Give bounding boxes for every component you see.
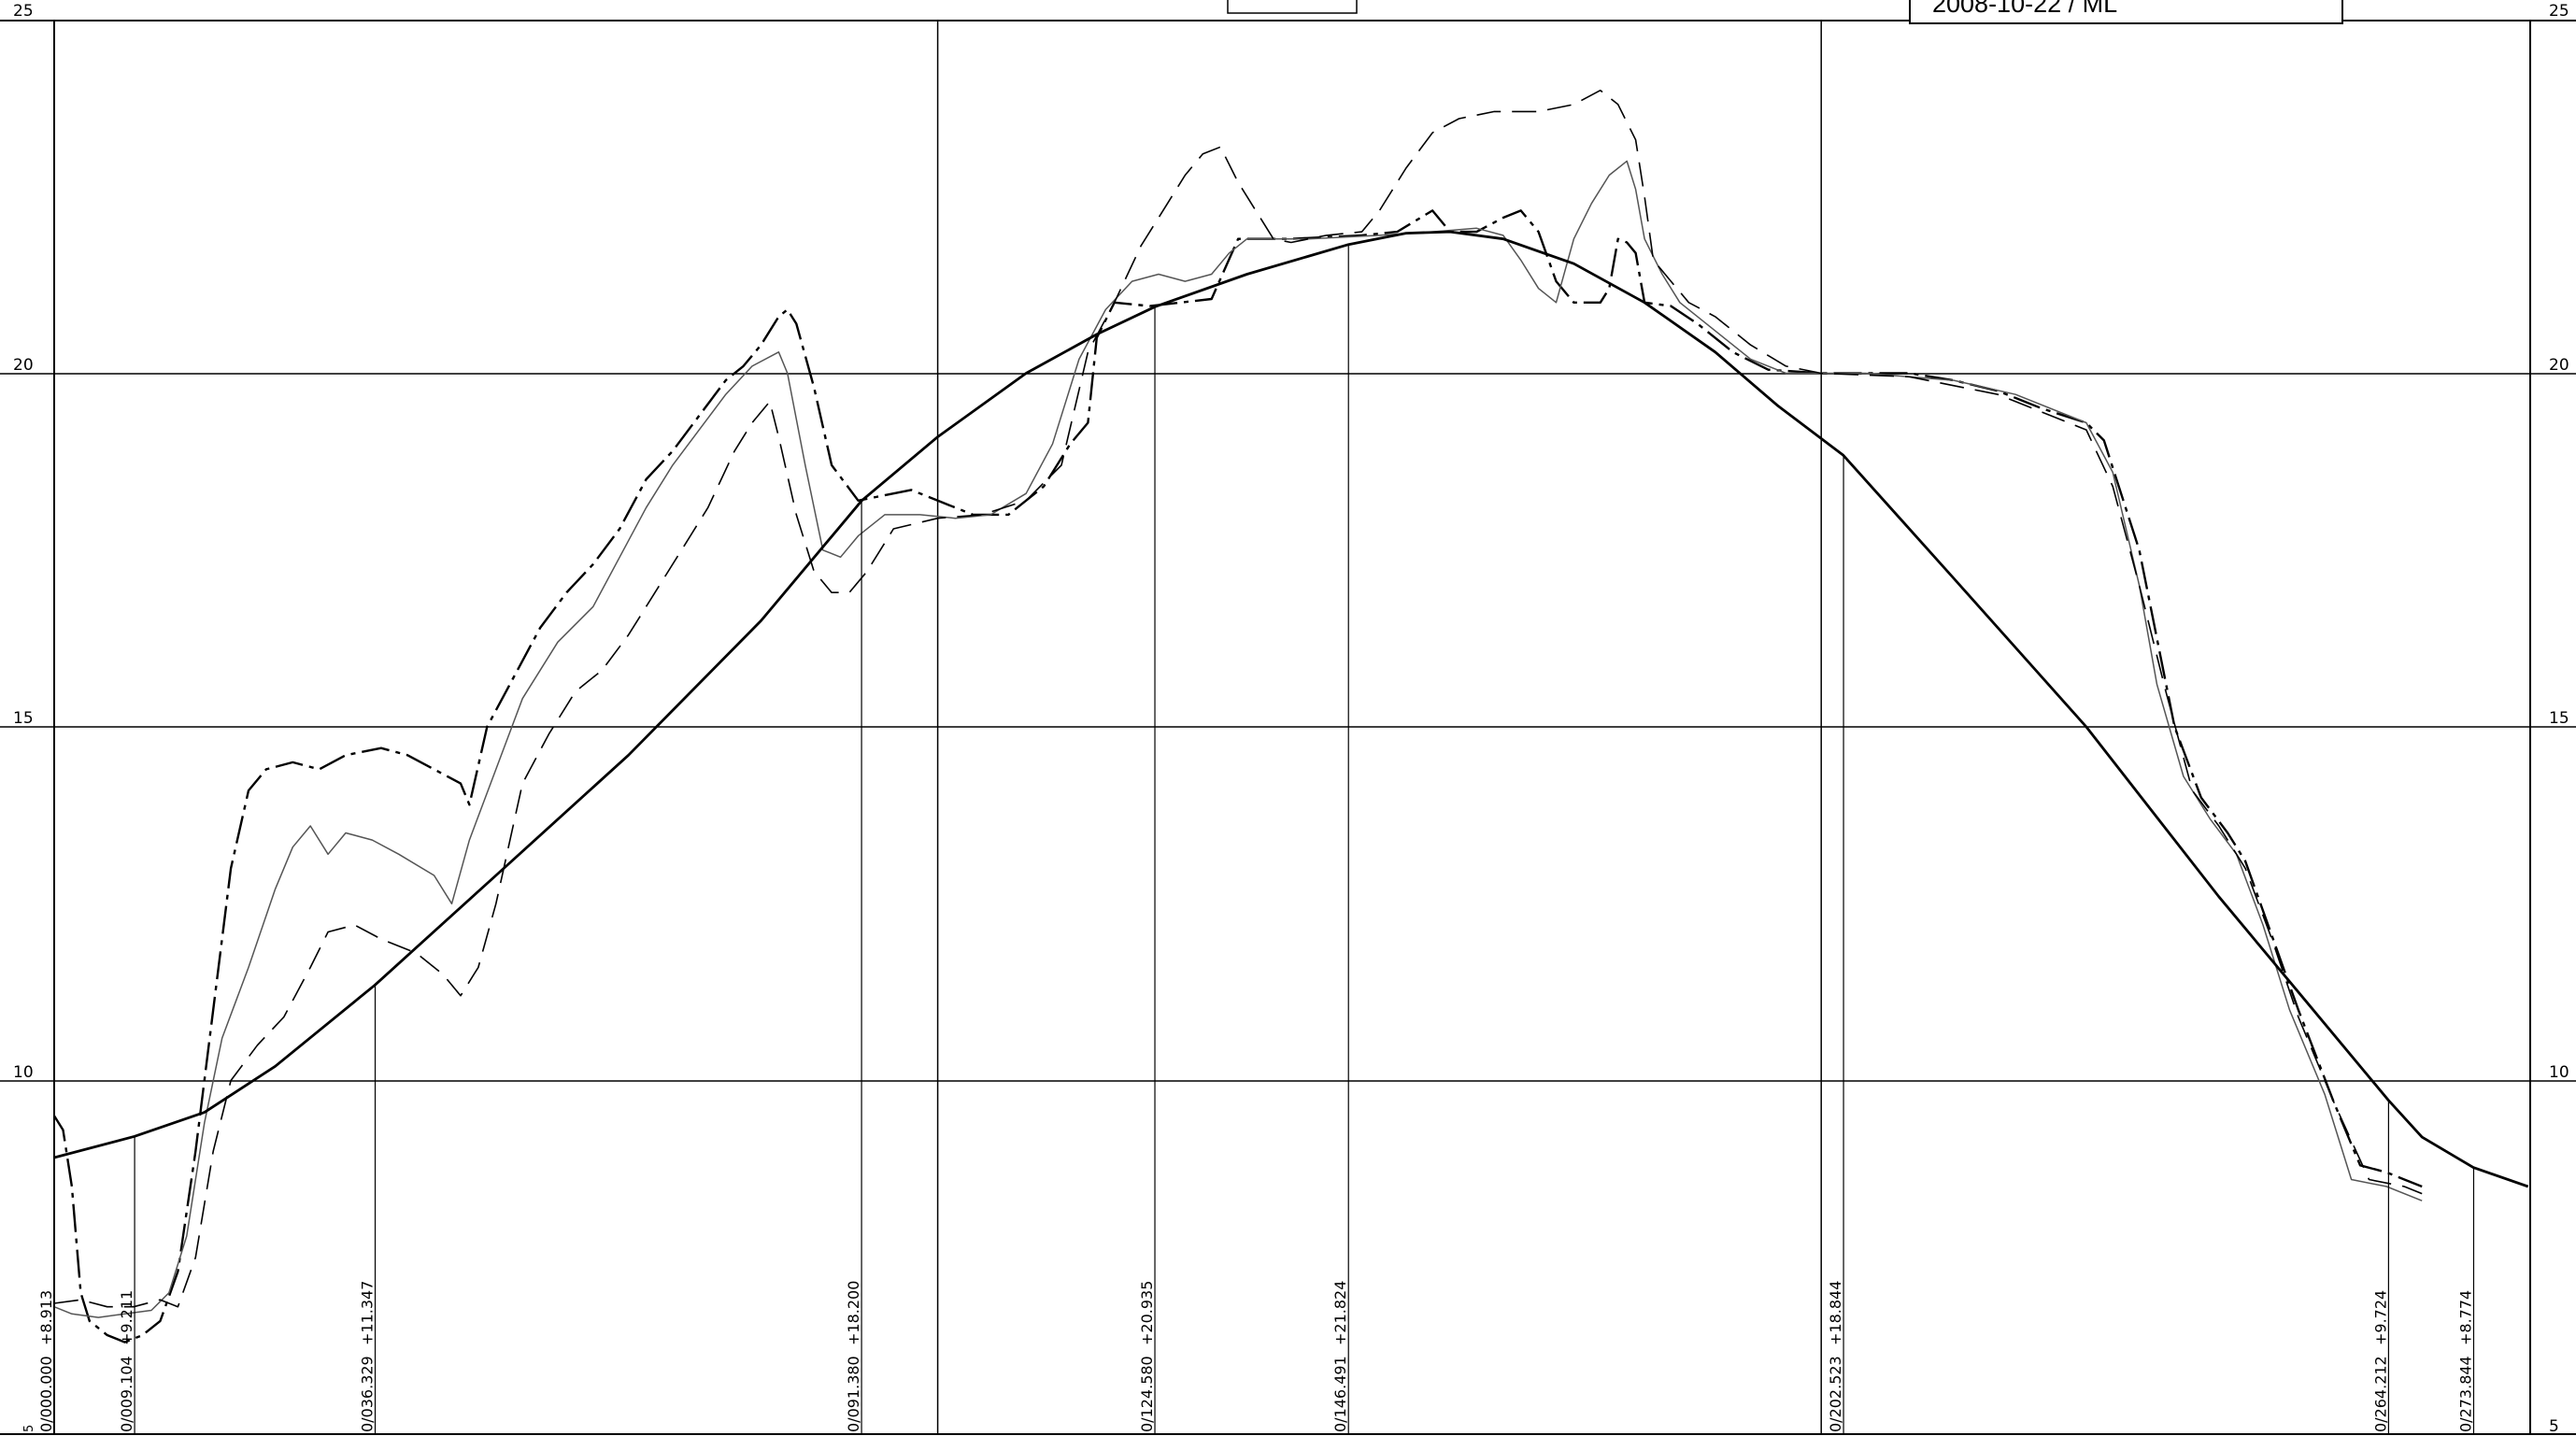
station-elevation-3: +18.200: [845, 1281, 862, 1345]
title-block-box: [1909, 0, 2343, 24]
ground-profile-dashed: [53, 89, 2423, 1308]
y-label-left-25: 25: [13, 2, 34, 21]
y-label-left-20: 20: [13, 356, 34, 375]
station-elevation-8: +8.774: [2456, 1290, 2474, 1345]
station-chainage-8: 0/273.844: [2456, 1356, 2474, 1432]
ground-profile-solid-thin: [53, 160, 2423, 1318]
title-block-date: 2008-10-22 / ML: [1932, 0, 2117, 18]
station-chainage-6: 0/202.523: [1827, 1356, 1844, 1432]
station-elevation-4: +20.935: [1138, 1281, 1156, 1345]
y-label-right-10: 10: [2549, 1063, 2569, 1082]
station-chainage-7: 0/264.212: [2371, 1356, 2389, 1432]
title-block-small-box: [1227, 0, 1358, 14]
y-label-right-20: 20: [2549, 356, 2569, 375]
ground-profile-dash-dot: [52, 209, 2423, 1344]
drawing-frame: [0, 20, 2576, 1435]
station-chainage-3: 0/091.380: [845, 1356, 862, 1432]
station-elevation-1: +9.211: [118, 1290, 135, 1345]
y-label-left-5: 5: [22, 1425, 36, 1432]
station-chainage-5: 0/146.491: [1331, 1356, 1349, 1432]
station-elevation-0: +8.913: [37, 1290, 55, 1345]
design-profile-line: [53, 230, 2529, 1188]
station-markers: 0/000.000 +8.913 0/009.104 +9.211 0/036.329 +…: [37, 244, 2474, 1434]
station-elevation-2: +11.347: [359, 1281, 377, 1345]
y-label-right-5: 5: [2549, 1417, 2559, 1436]
y-axis-labels-left: 25 20 15 10 5: [13, 2, 36, 1432]
station-elevation-5: +21.824: [1331, 1281, 1349, 1345]
y-label-right-15: 15: [2549, 709, 2569, 728]
design-profile: [53, 230, 2529, 1188]
station-chainage-2: 0/036.329: [359, 1356, 377, 1432]
station-elevation-7: +9.724: [2371, 1290, 2389, 1345]
station-chainage-1: 0/009.104: [118, 1356, 135, 1432]
y-label-left-10: 10: [13, 1063, 34, 1082]
ground-profiles: [52, 89, 2423, 1344]
y-label-left-15: 15: [13, 709, 34, 728]
station-elevation-6: +18.844: [1827, 1281, 1844, 1345]
y-axis-labels-right: 25 20 15 10 5: [2549, 2, 2569, 1436]
y-label-right-25: 25: [2549, 2, 2569, 21]
station-chainage-4: 0/124.580: [1138, 1356, 1156, 1432]
grid-verticals: [936, 21, 1822, 1434]
station-chainage-0: 0/000.000: [37, 1356, 55, 1432]
